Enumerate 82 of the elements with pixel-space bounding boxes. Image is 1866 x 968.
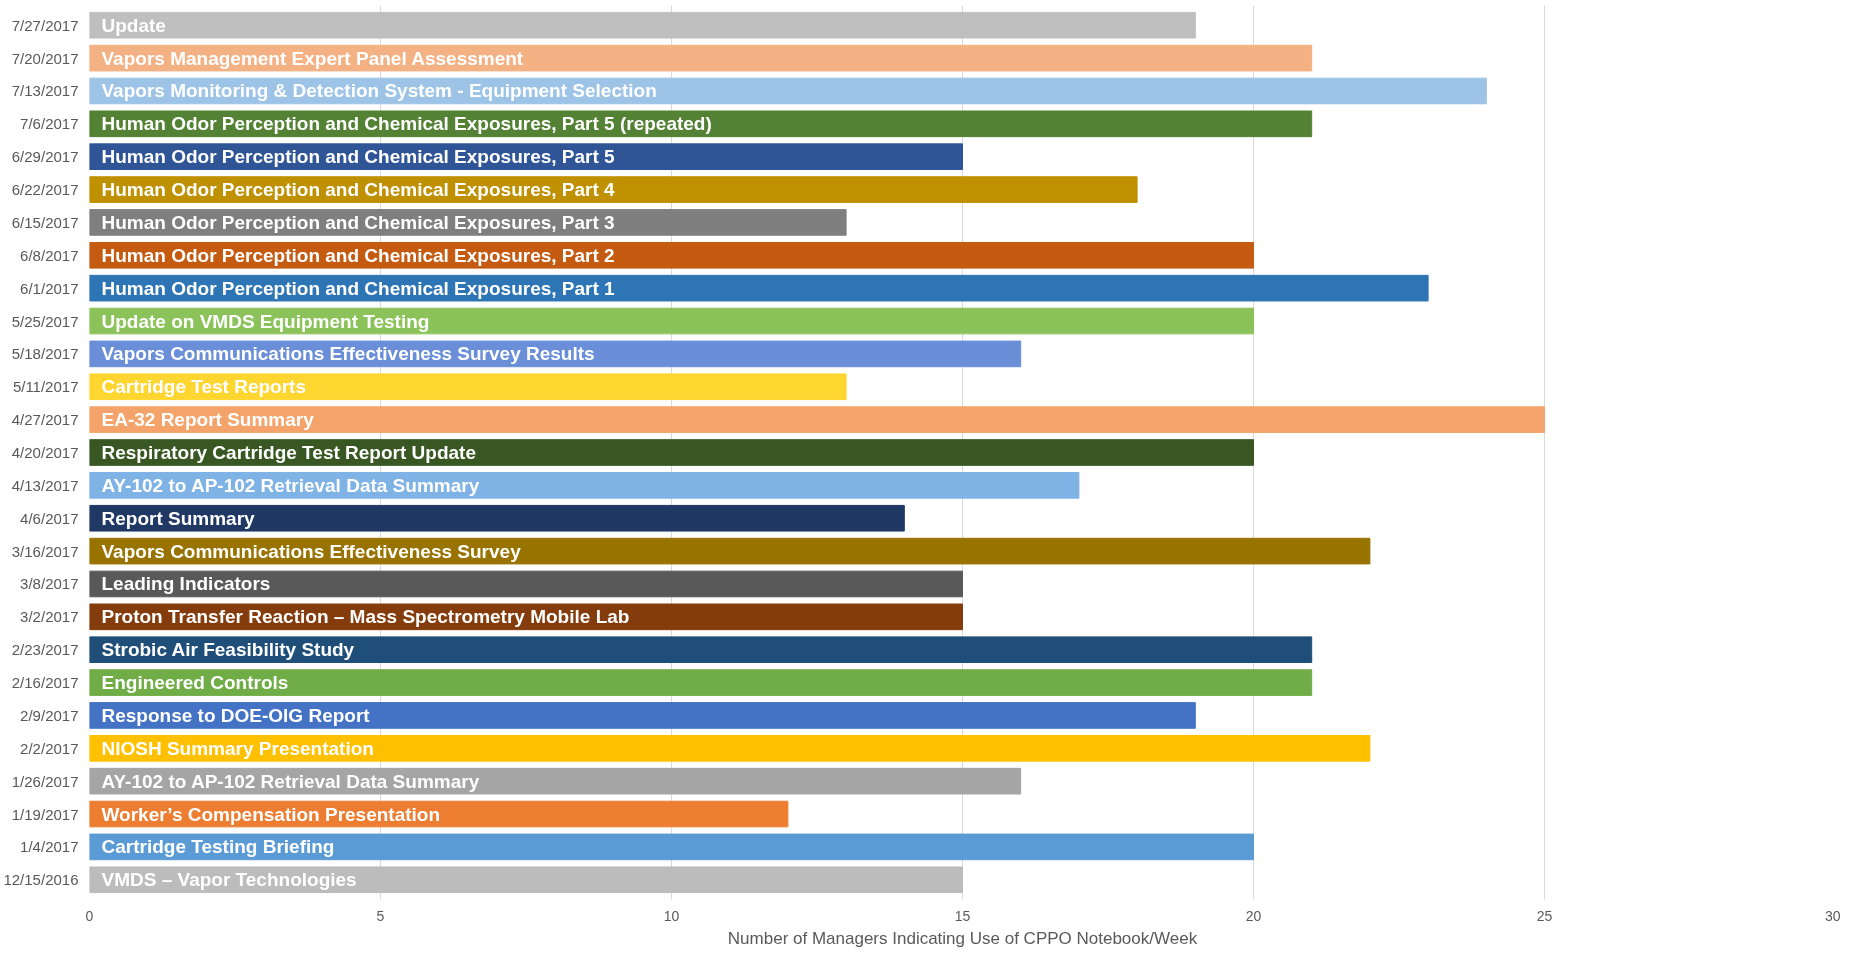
bar [89,11,1196,39]
annotation: Vapors Communications Effectiveness Survey [101,540,522,562]
y-tick-label: 1/26/2017 [11,772,79,790]
y-tick-label: 3/16/2017 [11,542,79,560]
annotation: NIOSH Summary Presentation [101,737,374,759]
bar [89,537,1371,565]
annotation: Human Odor Perception and Chemical Exposures, Part 2 [101,244,615,266]
y-tick-label: 6/1/2017 [20,279,79,297]
annotation: Leading Indicators [101,573,271,595]
x-tick-label: 10 [663,907,680,924]
annotation: Respiratory Cartridge Test Report Update [101,442,476,463]
bar [89,439,1254,466]
annotation: AY-102 to AP-102 Retrieval Data Summary [101,474,480,496]
x-tick-label: 0 [85,907,94,924]
annotation: EA-32 Report Summary [101,409,315,431]
y-tick-label: 7/27/2017 [11,16,79,34]
x-tick-label: 5 [376,907,385,924]
y-tick-label: 5/25/2017 [11,312,79,330]
bar [89,373,847,401]
x-tick-label: 30 [1824,907,1841,924]
annotation: Human Odor Perception and Chemical Exposures, Part 4 [101,179,616,201]
bar [89,274,1429,302]
bar [89,406,1545,433]
bar [89,669,1313,696]
bar [89,44,1313,72]
y-tick-label: 7/20/2017 [11,49,79,67]
bar [89,767,1022,795]
annotation: Response to DOE-OIG Report [101,704,371,726]
bar [89,833,1254,861]
y-tick-label: 2/9/2017 [20,706,79,724]
annotation: Human Odor Perception and Chemical Exposures, Part 5 [101,146,616,168]
annotation: Vapors Management Expert Panel Assessment [101,47,524,69]
annotation: Human Odor Perception and Chemical Exposures, Part 5 (repeated) [101,113,712,135]
y-tick-label: 4/6/2017 [20,509,79,527]
bar [89,307,1254,335]
y-tick-label: 4/20/2017 [11,444,79,461]
x-tick-label: 25 [1536,907,1553,924]
annotation: Human Odor Perception and Chemical Exposures, Part 3 [101,211,615,233]
annotation: AY-102 to AP-102 Retrieval Data Summary [101,770,480,792]
x-tick-label: 20 [1245,907,1262,924]
annotation: Worker’s Compensation Presentation [101,803,441,825]
y-tick-label: 2/16/2017 [11,674,79,692]
bar [89,570,963,598]
y-tick-label: 4/27/2017 [11,411,79,429]
y-tick-label: 7/6/2017 [20,115,79,133]
y-tick-label: 3/2/2017 [20,608,79,626]
annotation: Vapors Communications Effectiveness Survey Results [101,343,595,365]
y-tick-label: 6/8/2017 [20,246,79,264]
y-tick-label: 6/15/2017 [11,213,79,231]
y-tick-label: 2/23/2017 [11,641,79,659]
y-tick-label: 1/4/2017 [20,838,79,856]
bar [89,866,963,894]
y-tick-label: 12/15/2016 [3,871,79,889]
annotation: Strobic Air Feasibility Study [101,639,355,661]
annotation: Vapors Monitoring & Detection System - Equipment Selection [101,80,657,102]
annotation: Cartridge Testing Briefing [101,836,335,858]
annotation: Cartridge Test Reports [101,376,306,398]
x-tick-label: 15 [954,907,971,924]
annotation: Engineered Controls [101,672,289,694]
bar [89,702,1196,729]
bar [89,504,905,532]
y-tick-label: 7/13/2017 [11,82,79,100]
bar [89,77,1487,105]
y-tick-label: 4/13/2017 [11,476,79,494]
y-tick-label: 3/8/2017 [20,575,79,593]
bar [89,241,1254,269]
y-tick-label: 2/2/2017 [20,739,79,757]
y-tick-label: 6/22/2017 [11,181,79,199]
annotation: Proton Transfer Reaction – Mass Spectrometry Mobile Lab [101,606,630,628]
bar [89,472,1080,499]
y-tick-label: 5/11/2017 [12,378,79,396]
y-tick-label: 1/19/2017 [11,805,79,823]
y-tick-label: 6/29/2017 [11,148,79,166]
annotation: VMDS – Vapor Technologies [101,869,357,891]
bar [89,734,1371,762]
annotation: Update on VMDS Equipment Testing [101,310,430,332]
annotation: Update [101,14,166,36]
bar [89,636,1313,664]
annotation: Report Summary [101,507,256,529]
annotation: Human Odor Perception and Chemical Exposures, Part 1 [101,277,616,299]
x-axis-title: Number of Managers Indicating Use of CPPO Notebook/Week [727,928,1198,948]
y-tick-label: 5/18/2017 [11,345,79,363]
